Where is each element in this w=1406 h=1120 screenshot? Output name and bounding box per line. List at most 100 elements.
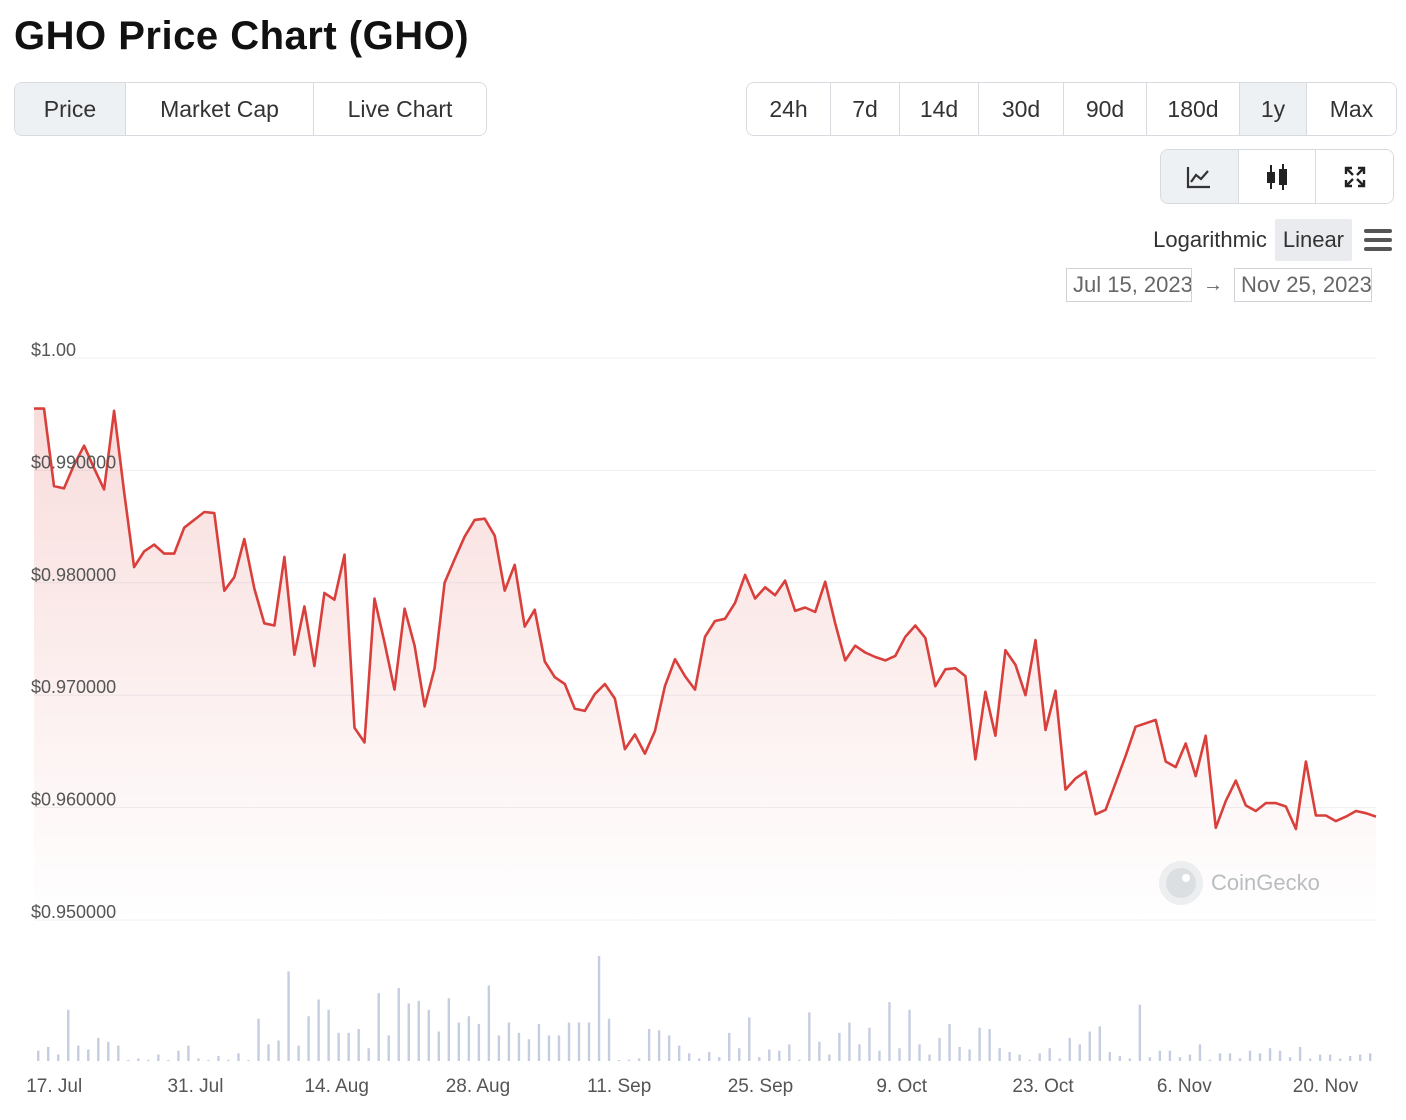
y-tick-label: $0.980000 [31,565,116,585]
volume-bar [497,1035,501,1061]
line-chart-icon [1187,166,1211,188]
y-tick-label: $0.990000 [31,452,116,472]
volume-bar [197,1058,200,1061]
volume-bar [217,1055,220,1061]
volume-bar [1088,1031,1091,1061]
x-tick-label: 17. Jul [26,1076,82,1097]
volume-bar [1208,1059,1212,1061]
volume-bar [918,1044,921,1061]
volume-bar [317,999,320,1061]
volume-bar [1218,1053,1222,1061]
scale-logarithmic[interactable]: Logarithmic [1153,227,1267,252]
fullscreen-button[interactable] [1316,150,1393,203]
volume-bar [1268,1048,1272,1061]
price-chart: $1.00 $0.990000 $0.980000 $0.970000 $0.96000… [26,340,1377,1097]
volume-bar [137,1058,140,1061]
range-1y[interactable]: 1y [1240,83,1307,135]
range-max[interactable]: Max [1307,83,1396,135]
volume-bar [147,1059,150,1061]
volume-bar [177,1050,180,1061]
volume-bar [838,1032,841,1061]
range-7d[interactable]: 7d [831,83,900,135]
volume-bar [187,1045,190,1061]
x-axis-labels: 17. Jul 31. Jul 14. Aug 28. Aug 11. Sep 25. S… [26,1076,1359,1097]
volume-bar [768,1049,771,1061]
volume-bar [1188,1054,1192,1061]
volume-bar [1148,1057,1152,1061]
volume-bar [47,1046,50,1061]
price-line-series [34,407,1377,831]
volume-bar [247,1060,250,1061]
volume-bar [97,1037,100,1061]
volume-bar [1018,1054,1021,1061]
volume-bar [67,1009,70,1061]
volume-bar [77,1045,80,1061]
price-area-fill [34,408,1376,920]
arrow-right-icon: → [1203,273,1223,296]
volume-bar [868,1027,871,1061]
volume-bar [758,1057,761,1061]
volume-bar [1058,1058,1061,1061]
tab-market-cap[interactable]: Market Cap [126,83,314,135]
range-30d[interactable]: 30d [979,83,1064,135]
volume-bar [1248,1050,1252,1061]
volume-bar [537,1023,541,1061]
volume-bar [978,1027,981,1061]
volume-bar [828,1054,831,1061]
x-tick-label: 14. Aug [304,1076,368,1097]
tab-price[interactable]: Price [15,83,126,135]
y-axis-labels: $1.00 $0.990000 $0.980000 $0.970000 $0.96000… [31,340,116,922]
volume-bar [1098,1026,1101,1061]
date-from-input[interactable] [1066,268,1192,302]
time-range-selector: 24h 7d 14d 30d 90d 180d 1y Max [746,82,1397,136]
x-tick-label: 11. Sep [587,1076,651,1097]
volume-bar [1328,1054,1332,1061]
volume-bar [167,1060,170,1061]
volume-bars [37,956,1372,1061]
volume-bar [1078,1044,1081,1061]
volume-bar [357,1029,360,1061]
volume-bar [708,1052,711,1061]
volume-bar [728,1032,731,1061]
volume-bar [467,1016,471,1061]
volume-bar [1358,1054,1362,1061]
date-to-input[interactable] [1234,268,1372,302]
volume-bar [1368,1053,1372,1061]
volume-bar [267,1044,270,1061]
tab-live-chart[interactable]: Live Chart [314,83,486,135]
line-chart-button[interactable] [1161,150,1239,203]
scale-linear[interactable]: Linear [1274,219,1352,261]
volume-bar [667,1035,671,1061]
gecko-logo-eye [1182,874,1190,882]
hamburger-menu-icon[interactable] [1364,229,1392,251]
x-tick-label: 20. Nov [1293,1076,1359,1097]
range-90d[interactable]: 90d [1064,83,1147,135]
volume-bar [1318,1054,1322,1061]
volume-bar [647,1029,651,1061]
x-tick-label: 28. Aug [446,1076,510,1097]
fullscreen-icon [1344,166,1365,187]
y-tick-label: $0.950000 [31,902,116,922]
volume-bar [457,1022,461,1061]
watermark-text: CoinGecko [1211,870,1320,895]
volume-bar [477,1023,481,1061]
volume-bar [938,1037,941,1061]
volume-bar [337,1032,340,1061]
range-24h[interactable]: 24h [747,83,831,135]
candlestick-button[interactable] [1238,150,1317,203]
range-180d[interactable]: 180d [1147,83,1240,135]
volume-bar [437,1031,441,1061]
range-14d[interactable]: 14d [900,83,979,135]
candlestick-icon [1267,163,1287,190]
volume-bar [547,1035,551,1061]
volume-bar [587,1022,591,1061]
y-tick-label: $0.960000 [31,790,116,810]
volume-bar [1348,1055,1352,1061]
volume-bar [367,1048,370,1061]
volume-bar [397,988,400,1061]
volume-bar [657,1030,661,1061]
volume-bar [808,1012,811,1061]
volume-bar [1308,1058,1312,1061]
volume-bar [407,1003,410,1061]
volume-bar [107,1041,110,1061]
